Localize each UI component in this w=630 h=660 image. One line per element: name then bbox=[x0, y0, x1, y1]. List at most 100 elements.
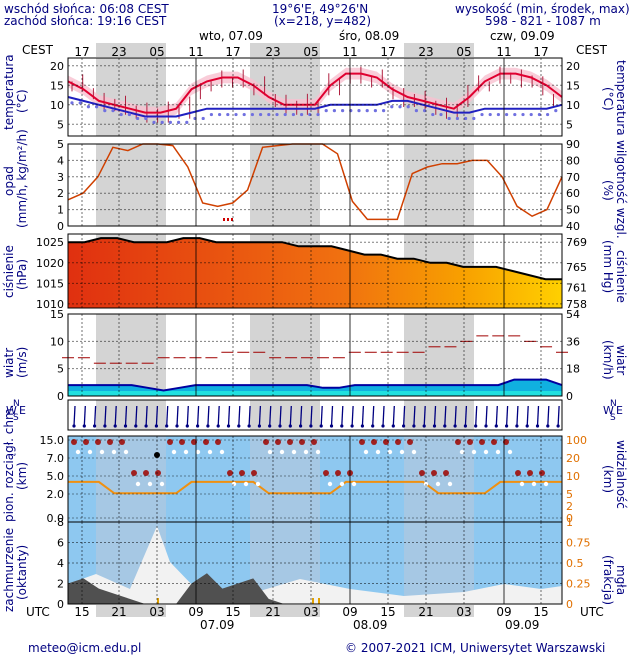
cloud-top-dot bbox=[75, 449, 81, 455]
temp-dot bbox=[554, 109, 558, 113]
wind-arrow bbox=[495, 405, 498, 427]
cloud-night bbox=[404, 522, 474, 604]
night-band bbox=[250, 144, 320, 226]
y2-tick-label: 54 bbox=[566, 308, 580, 321]
temp-dot bbox=[177, 120, 181, 124]
wind-arrow bbox=[135, 405, 138, 427]
wind-arrow-dot bbox=[226, 424, 231, 428]
day-label-bottom-2: 08.09 bbox=[353, 618, 388, 632]
cloud-top-dot bbox=[507, 449, 513, 455]
cloud-top-dot bbox=[315, 449, 321, 455]
cloud-dark-area bbox=[68, 573, 562, 604]
temp-dot bbox=[431, 112, 435, 117]
wind-arrow bbox=[269, 405, 272, 427]
panel-border bbox=[67, 233, 563, 309]
compass-north-right: N bbox=[610, 399, 617, 409]
cloud-top-dot bbox=[435, 481, 441, 487]
y-tick-label: 0 bbox=[57, 598, 64, 611]
cloud-top-dot bbox=[279, 449, 285, 455]
cloud-top-dot bbox=[243, 481, 249, 487]
temp-dot bbox=[521, 112, 525, 117]
wind-arrow bbox=[485, 405, 488, 427]
temp-dot bbox=[373, 109, 377, 113]
wind-arrow bbox=[516, 405, 519, 427]
wind-line bbox=[68, 378, 563, 392]
hour-label-bottom: 09 bbox=[188, 605, 203, 619]
night-band bbox=[404, 400, 474, 430]
wind-arrow-dot bbox=[546, 424, 550, 428]
temp-axis-title-right: temperatura bbox=[614, 60, 628, 136]
cloud-top-dot bbox=[411, 449, 417, 455]
y2-tick-label: 0.5 bbox=[566, 557, 584, 570]
temp-dot bbox=[218, 112, 222, 117]
footer-email[interactable]: meteo@icm.edu.pl bbox=[28, 641, 142, 655]
temp-dot bbox=[455, 116, 459, 121]
wind-arrow bbox=[382, 405, 385, 427]
y-tick-label: 0 bbox=[57, 220, 64, 233]
cloud-base-dot bbox=[119, 439, 125, 445]
coordinates-text: 19°6'E, 49°26'N bbox=[272, 2, 369, 16]
cloud-axis-unit-left: (oktanty) bbox=[15, 544, 29, 600]
temp-dot bbox=[423, 109, 427, 113]
rh-axis-title-right: wilgotność wzgl. bbox=[614, 140, 628, 239]
y-tick-label: 15.0 bbox=[40, 434, 65, 447]
wind-arrow bbox=[238, 405, 241, 427]
wind-arrow-dot bbox=[309, 424, 313, 428]
night-band bbox=[96, 400, 166, 430]
wind-arrow-dot bbox=[278, 424, 282, 428]
temp-dot bbox=[267, 112, 271, 117]
hour-label-top: 05 bbox=[456, 45, 471, 59]
hour-label-bottom: 03 bbox=[456, 605, 471, 619]
hour-label-bottom: 15 bbox=[74, 605, 89, 619]
wind-axis-title-right: wiatr bbox=[614, 345, 628, 376]
temp-dot bbox=[472, 116, 476, 121]
y-tick-label: 15 bbox=[50, 79, 64, 92]
wind-arrow bbox=[279, 405, 282, 427]
wind-arrow-dot bbox=[103, 424, 107, 428]
rh-axis-unit-right: (%) bbox=[601, 180, 615, 201]
wind-arrow bbox=[433, 405, 437, 427]
fog-bar bbox=[312, 598, 314, 604]
vis-axis-title-right: widzialność bbox=[614, 440, 628, 509]
hour-label-bottom: 15 bbox=[533, 605, 548, 619]
hour-label-bottom: 21 bbox=[265, 605, 280, 619]
day-label-top-2: śro, 08.09 bbox=[339, 29, 400, 43]
cloud-base-dot bbox=[155, 470, 161, 476]
wind-arrow bbox=[372, 405, 375, 427]
precip-axis-unit-left: (mm/h, kg/m²/h) bbox=[15, 129, 29, 228]
cloud-top-dot bbox=[375, 449, 381, 455]
cloud-top-dot bbox=[363, 449, 369, 455]
cloud-base-dot bbox=[263, 439, 269, 445]
hour-label-bottom: 09 bbox=[496, 605, 511, 619]
temp-dot bbox=[160, 120, 164, 124]
visibility-line bbox=[68, 480, 562, 495]
cloud-base-dot bbox=[335, 470, 341, 476]
precip-bar bbox=[227, 218, 229, 221]
vis-axis-unit-left: (km) bbox=[15, 461, 29, 490]
pressure-axis-unit-right: (mm Hg) bbox=[601, 240, 615, 294]
cloud-base-dot bbox=[455, 439, 461, 445]
wind-arrow-dot bbox=[237, 424, 241, 428]
vis-night bbox=[96, 436, 166, 522]
temp-dot bbox=[168, 120, 172, 124]
panel-border bbox=[67, 521, 563, 605]
wind-arrow-dot bbox=[72, 424, 76, 428]
temp-dot bbox=[382, 109, 386, 113]
cloud-base-dot bbox=[71, 439, 77, 445]
wind-arrow bbox=[73, 405, 76, 427]
temp-dot bbox=[390, 105, 394, 109]
wind-arrow bbox=[341, 405, 344, 427]
temp-axis-title-left: temperatura bbox=[2, 54, 16, 130]
height-values: 598 - 821 - 1087 m bbox=[485, 14, 601, 28]
cloud-base-dot bbox=[203, 439, 209, 445]
hour-label-bottom: 09 bbox=[342, 605, 357, 619]
wind-arrow bbox=[83, 405, 86, 427]
hour-label-top: 23 bbox=[111, 45, 126, 59]
cloud-top-dot bbox=[531, 481, 537, 487]
temp-dot bbox=[357, 109, 361, 113]
wind-arrow bbox=[124, 405, 128, 427]
wind-arrow-dot bbox=[463, 424, 467, 428]
wind-arrow-dot bbox=[154, 424, 158, 428]
y-tick-label: 5.0 bbox=[47, 470, 65, 483]
